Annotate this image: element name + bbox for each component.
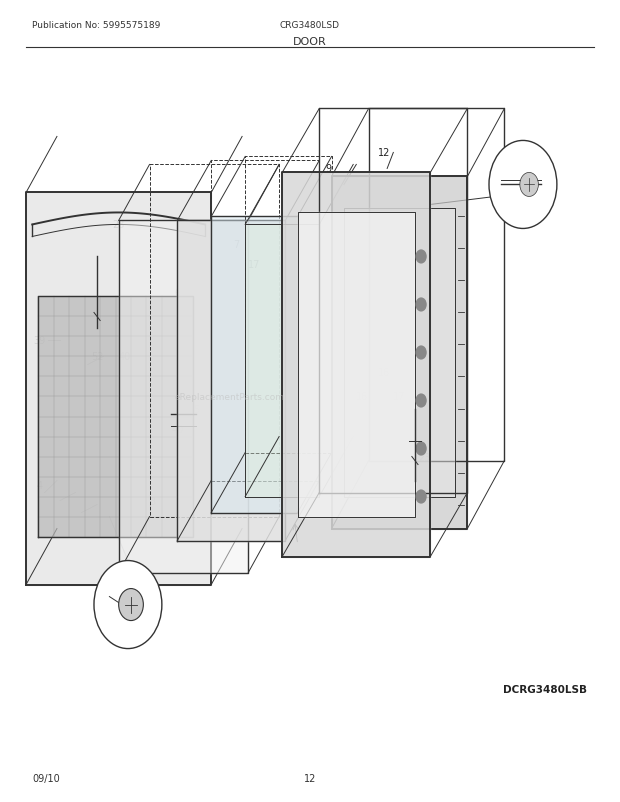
Circle shape [416,346,426,359]
Text: 10: 10 [514,180,526,190]
Polygon shape [282,173,430,557]
Circle shape [520,173,538,197]
Text: 5: 5 [193,404,199,414]
Text: 17: 17 [248,260,260,270]
Text: 3: 3 [149,496,156,506]
Text: 4: 4 [37,480,43,490]
Circle shape [94,561,162,649]
Text: 12: 12 [304,773,316,783]
Text: CRG3480LSD: CRG3480LSD [280,22,340,30]
Circle shape [416,395,426,407]
Text: Publication No: 5995575189: Publication No: 5995575189 [32,22,161,30]
Circle shape [416,298,426,311]
Polygon shape [118,221,248,573]
Circle shape [416,251,426,264]
Polygon shape [332,177,467,529]
Text: eReplacementParts.com: eReplacementParts.com [175,392,285,402]
Circle shape [416,443,426,456]
Text: 40: 40 [118,352,131,362]
Text: 12: 12 [378,148,390,158]
Polygon shape [26,193,211,585]
Polygon shape [245,225,319,497]
Text: 52: 52 [91,352,104,362]
Text: DOOR: DOOR [293,38,327,47]
Text: 7: 7 [232,240,239,250]
Polygon shape [298,213,415,516]
Circle shape [118,589,143,621]
Text: 39: 39 [33,336,46,346]
Text: 16: 16 [378,368,390,378]
Text: 40: 40 [171,424,184,434]
Polygon shape [344,209,455,497]
Text: 17: 17 [393,392,405,402]
Polygon shape [38,297,193,537]
Text: 6: 6 [174,288,180,298]
Circle shape [489,141,557,229]
Text: 09/10: 09/10 [32,773,60,783]
Polygon shape [211,217,298,513]
Text: 9: 9 [326,164,332,174]
Text: 23: 23 [418,452,430,462]
Text: 16: 16 [356,392,368,402]
Circle shape [416,491,426,504]
Text: DCRG3480LSB: DCRG3480LSB [503,684,587,694]
Text: 60B: 60B [116,601,134,610]
Text: 23: 23 [112,221,125,230]
Polygon shape [177,221,285,541]
